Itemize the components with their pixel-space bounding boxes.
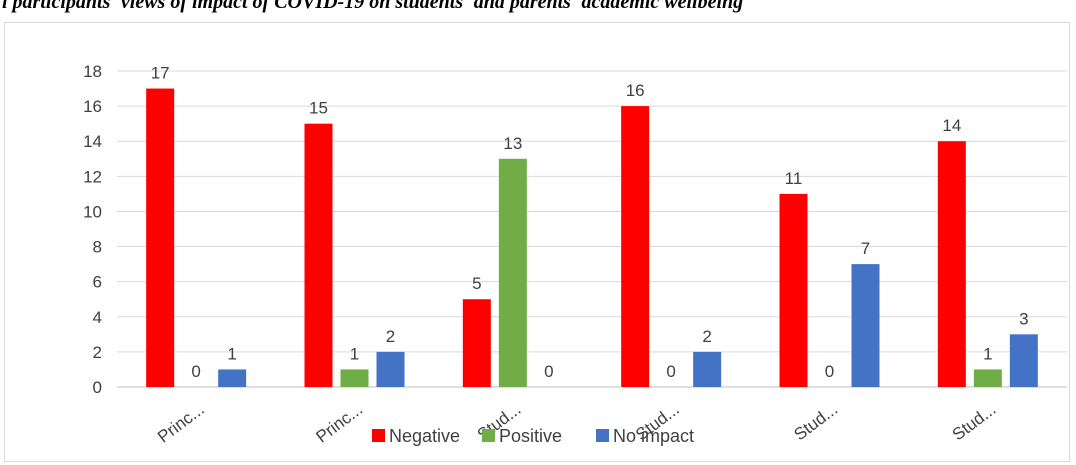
- gridlines: [117, 70, 1067, 388]
- bar: [851, 264, 880, 387]
- legend-label: No impact: [613, 426, 694, 446]
- bar: [937, 141, 966, 387]
- data-label: 0: [544, 362, 553, 381]
- data-label: 14: [942, 116, 961, 135]
- data-label: 0: [191, 362, 200, 381]
- data-label: 15: [309, 99, 328, 118]
- bar: [218, 369, 247, 387]
- legend: Negative Positive No impact: [372, 426, 694, 446]
- y-tick-label: 8: [93, 238, 102, 257]
- x-tick-label: Stud...: [790, 400, 841, 445]
- y-tick-label: 12: [83, 167, 102, 186]
- data-label: 1: [350, 344, 359, 363]
- data-label: 11: [785, 169, 803, 188]
- x-tick-label: Princ...: [312, 400, 366, 447]
- data-label: 7: [861, 239, 870, 258]
- data-label: 17: [151, 64, 170, 83]
- y-tick-label: 14: [83, 132, 102, 151]
- data-label: 2: [386, 327, 395, 346]
- chart-frame: [4, 22, 1070, 462]
- y-axis-ticks: 0 2 4 6 8 10 12 14 16 18: [83, 62, 102, 397]
- data-label: 1: [983, 344, 992, 363]
- caption-text: i participants' views of impact of COVID…: [2, 0, 744, 13]
- data-label: 3: [1019, 309, 1028, 328]
- legend-label: Negative: [389, 426, 460, 446]
- data-label: 1: [227, 344, 236, 363]
- bar: [146, 88, 175, 388]
- y-tick-label: 18: [83, 62, 102, 81]
- bar: [1009, 334, 1038, 387]
- bar: [340, 369, 369, 387]
- bar: [779, 193, 808, 387]
- bar: [462, 299, 491, 387]
- legend-swatch: [596, 429, 609, 442]
- bar: [498, 158, 527, 387]
- y-tick-label: 2: [93, 343, 102, 362]
- bar: [304, 123, 333, 388]
- x-tick-label: Princ...: [154, 400, 208, 447]
- legend-swatch: [372, 429, 385, 442]
- bar: [693, 351, 722, 387]
- x-tick-label: Stud...: [949, 400, 1000, 445]
- y-tick-label: 16: [83, 97, 102, 116]
- data-label: 2: [702, 327, 711, 346]
- legend-swatch: [482, 429, 495, 442]
- y-tick-label: 4: [93, 308, 102, 327]
- bars: [146, 88, 1038, 388]
- bar: [376, 351, 405, 387]
- figure-caption: i participants' views of impact of COVID…: [0, 0, 1076, 22]
- x-axis-ticks: Princ... Princ... Stud... Stud... Stud... Stu…: [154, 400, 999, 447]
- y-tick-label: 0: [93, 378, 102, 397]
- data-label: 13: [503, 134, 522, 153]
- data-label: 0: [666, 362, 675, 381]
- bar: [973, 369, 1002, 387]
- data-label: 16: [626, 81, 645, 100]
- data-label: 5: [472, 274, 481, 293]
- bar: [621, 106, 650, 387]
- legend-label: Positive: [499, 426, 562, 446]
- y-tick-label: 10: [83, 202, 102, 221]
- data-label: 0: [825, 362, 834, 381]
- y-tick-label: 6: [93, 273, 102, 292]
